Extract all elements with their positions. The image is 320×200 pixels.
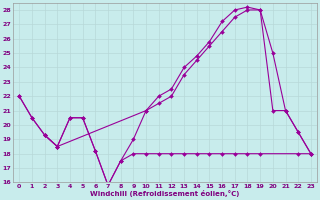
X-axis label: Windchill (Refroidissement éolien,°C): Windchill (Refroidissement éolien,°C)	[90, 190, 240, 197]
